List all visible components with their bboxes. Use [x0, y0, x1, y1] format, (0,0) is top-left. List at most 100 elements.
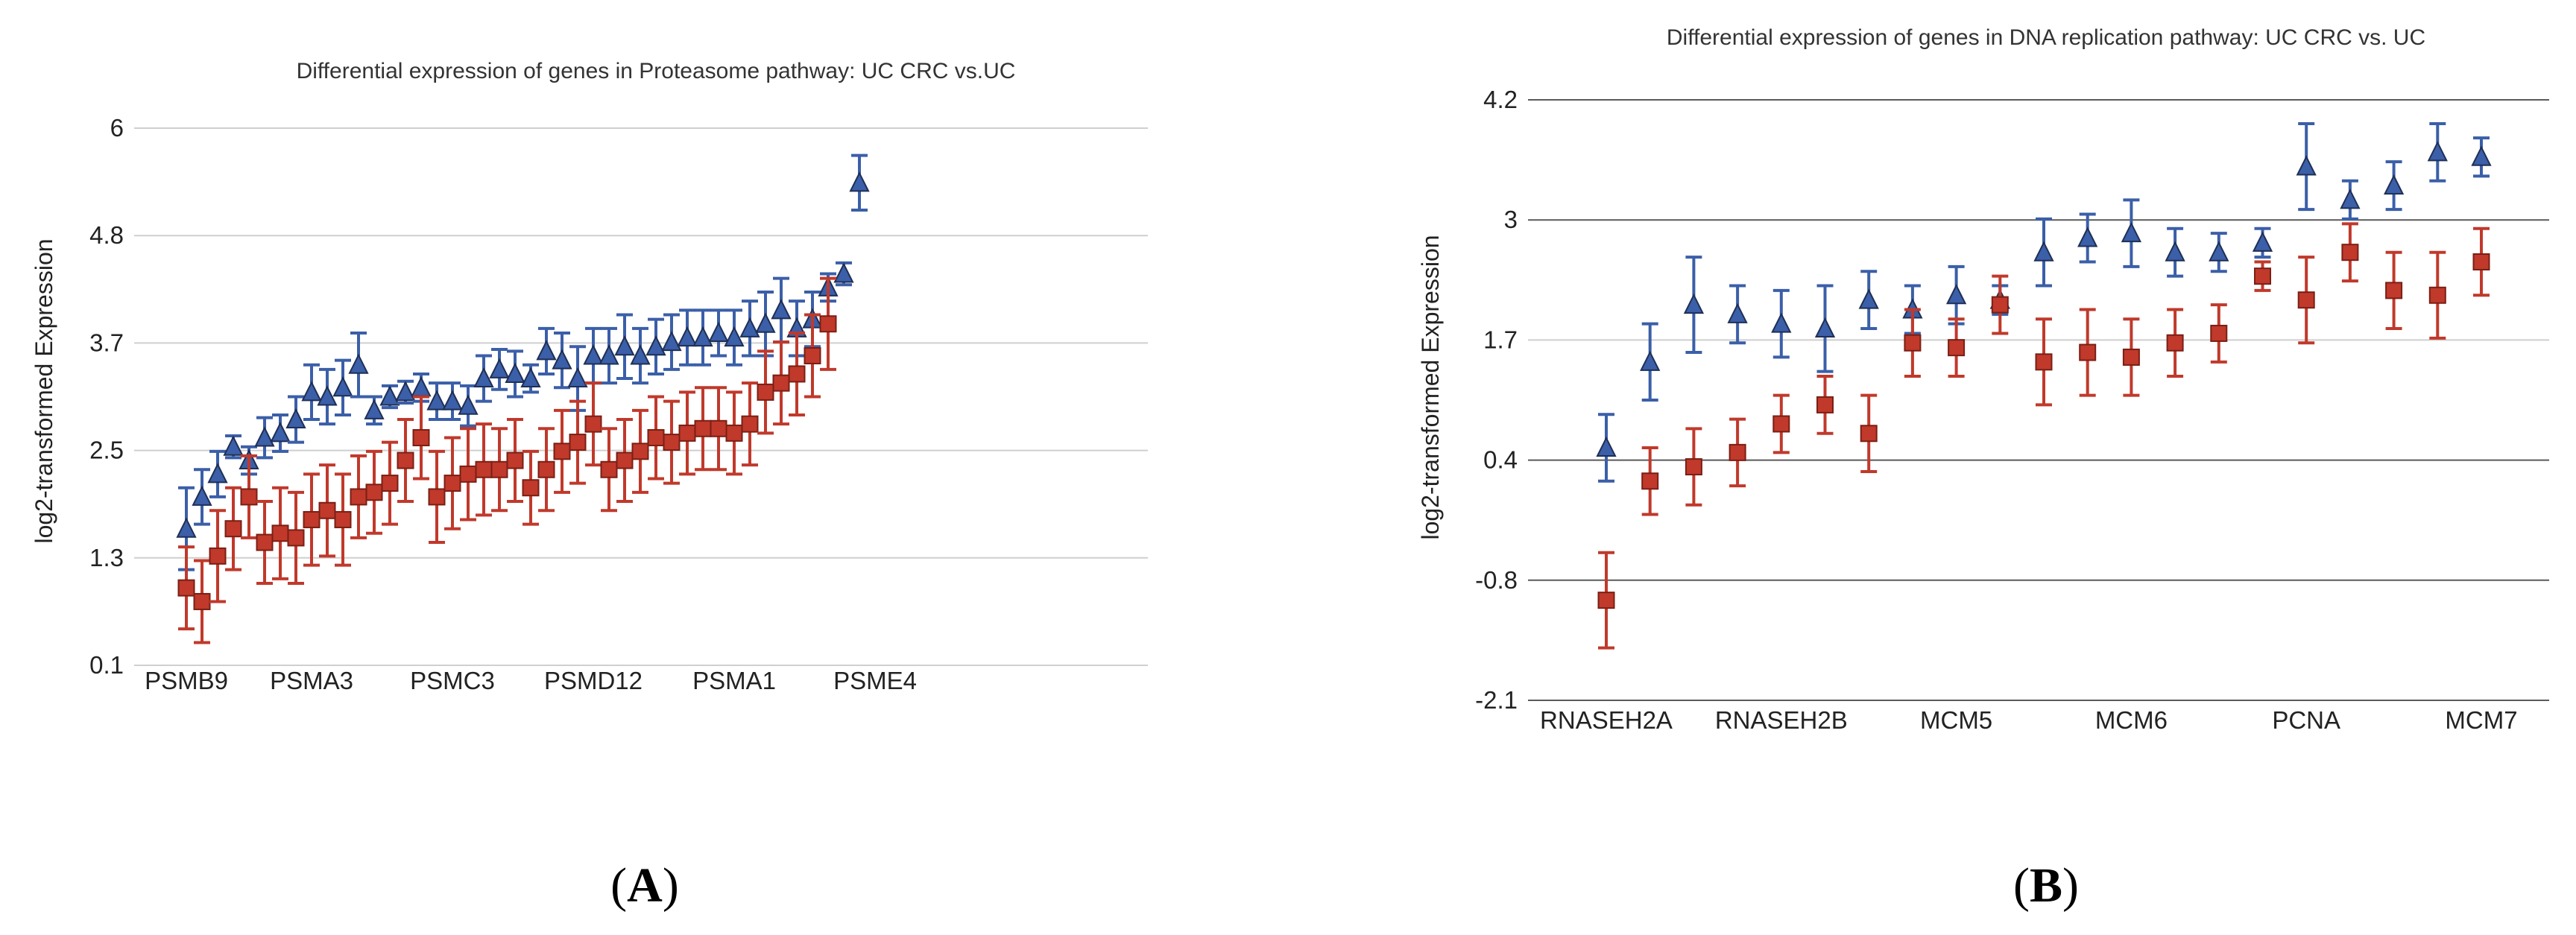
square-marker	[2122, 348, 2140, 366]
data-point	[2340, 179, 2361, 221]
data-point	[724, 308, 745, 367]
square-marker	[788, 365, 806, 383]
square-marker	[490, 460, 508, 478]
data-point	[2471, 136, 2492, 178]
triangle-marker	[395, 381, 416, 402]
data-point	[645, 317, 666, 375]
data-point	[256, 500, 274, 586]
data-point	[473, 354, 494, 403]
square-marker	[334, 510, 352, 528]
square-marker	[287, 529, 305, 547]
triangle-marker	[2427, 141, 2448, 162]
triangle-marker	[520, 367, 541, 388]
triangle-marker	[755, 312, 776, 333]
data-point	[583, 326, 604, 385]
data-point	[630, 326, 651, 385]
data-point	[270, 413, 291, 453]
data-point	[2252, 226, 2273, 259]
square-marker	[381, 475, 399, 492]
triangle-marker	[1814, 317, 1836, 338]
square-marker	[2472, 253, 2490, 270]
data-point	[2427, 121, 2448, 183]
data-point	[2166, 308, 2184, 378]
data-point	[2033, 217, 2054, 288]
data-point	[2165, 226, 2185, 278]
square-marker	[2341, 244, 2359, 262]
data-point	[2210, 303, 2228, 364]
square-marker	[428, 488, 446, 506]
data-point	[395, 379, 416, 405]
data-point	[599, 326, 619, 385]
data-point	[381, 440, 399, 526]
data-point	[271, 486, 289, 580]
y-tick-label: 1.3	[89, 544, 124, 571]
data-point	[397, 418, 414, 504]
data-point	[694, 386, 712, 472]
data-point	[677, 308, 698, 367]
data-point	[301, 363, 322, 422]
square-marker	[459, 465, 477, 483]
square-marker	[1904, 334, 1922, 352]
y-tick-label: 4.2	[1483, 86, 1518, 113]
data-point	[505, 349, 525, 399]
x-tick-label: PSMB9	[145, 667, 228, 694]
square-marker	[443, 475, 461, 492]
square-marker	[772, 374, 790, 392]
triangle-marker	[1945, 284, 1967, 305]
triangle-marker	[2296, 155, 2317, 176]
square-marker	[2166, 334, 2184, 352]
chart-a-series	[176, 153, 870, 644]
chart-a-y-axis-label: log2-transformed Expression	[31, 238, 57, 543]
triangle-marker	[223, 435, 244, 456]
data-point	[2254, 260, 2271, 292]
x-tick-label: PSMA1	[692, 667, 776, 694]
triangle-marker	[2471, 145, 2492, 166]
chart-b-title: Differential expression of genes in DNA …	[1667, 25, 2425, 50]
square-marker	[2035, 353, 2053, 371]
data-point	[849, 153, 870, 212]
triangle-marker	[2252, 231, 2273, 252]
data-point	[692, 308, 713, 367]
data-point	[2385, 250, 2403, 331]
y-tick-label: 6	[110, 114, 124, 142]
data-point	[287, 490, 305, 586]
square-marker	[1641, 472, 1659, 490]
data-point	[443, 436, 461, 530]
data-point	[412, 395, 430, 481]
square-marker	[663, 434, 681, 451]
square-marker	[365, 484, 383, 501]
data-point	[223, 434, 244, 460]
data-point	[428, 449, 446, 545]
square-marker	[177, 579, 195, 597]
chart-b-y-tick-labels: -2.1 -0.8 0.4 1.7 3 4.2	[1475, 86, 1518, 714]
square-marker	[1597, 592, 1615, 609]
triangle-marker	[661, 330, 682, 352]
triangle-marker	[1683, 293, 1705, 314]
square-marker	[2297, 291, 2315, 309]
triangle-marker	[301, 381, 322, 402]
triangle-marker	[285, 408, 306, 429]
chart-a-title: Differential expression of genes in Prot…	[297, 59, 1016, 83]
y-tick-label: 4.8	[89, 221, 124, 249]
square-marker	[475, 460, 493, 478]
data-point	[458, 384, 479, 428]
square-marker	[1948, 339, 1966, 357]
square-marker	[2385, 282, 2403, 299]
square-marker	[725, 424, 743, 442]
triangle-marker	[254, 426, 275, 447]
square-marker	[412, 428, 430, 446]
data-point	[1991, 274, 2009, 335]
data-point	[520, 363, 541, 394]
y-tick-label: 3.7	[89, 329, 124, 356]
square-marker	[397, 451, 414, 469]
square-marker	[2210, 324, 2228, 342]
triangle-marker	[692, 326, 713, 347]
data-point	[1685, 427, 1702, 507]
data-point	[209, 509, 227, 603]
x-tick-label: RNASEH2A	[1540, 706, 1673, 734]
x-tick-label: MCM7	[2445, 706, 2517, 734]
data-point	[2341, 222, 2359, 283]
triangle-marker	[849, 171, 870, 192]
data-point	[2296, 121, 2317, 212]
square-marker	[600, 460, 618, 478]
